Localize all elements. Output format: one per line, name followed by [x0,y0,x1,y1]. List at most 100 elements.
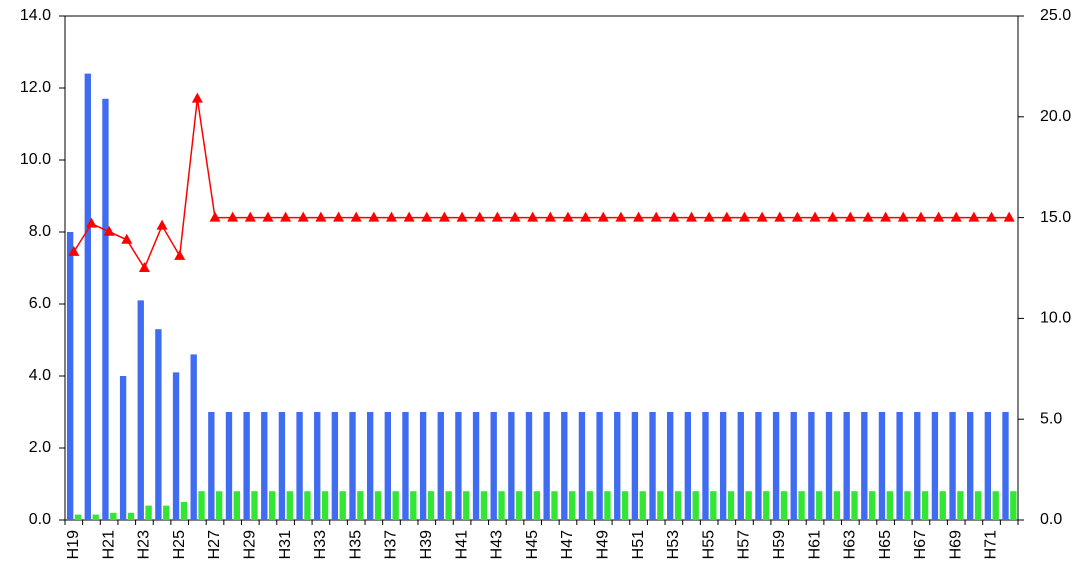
plot-frame [64,15,1019,521]
y2-tick-label: 0.0 [1040,511,1062,528]
x-tick-label: H41 [453,530,470,559]
marker [1003,211,1015,222]
marker [297,211,309,222]
bar [868,491,876,520]
bar [1002,412,1009,520]
bar [198,491,205,520]
bar [586,491,593,520]
bar [410,491,417,520]
x-tick-label: H51 [630,530,647,559]
bar [949,412,956,520]
bar [851,491,858,520]
bar [480,491,488,520]
x-tick-label: H53 [665,530,682,559]
bar [702,412,709,520]
bar [145,505,152,520]
marker [262,211,274,222]
marker [950,211,962,222]
bar [684,412,692,520]
marker [456,211,468,222]
bar [357,491,364,520]
bar [833,491,841,520]
marker [227,211,239,222]
x-tick-label: H31 [277,530,294,559]
bar [216,491,223,520]
y2-tick-label: 10.0 [1040,310,1071,327]
bar [543,412,550,520]
bar [621,491,629,520]
marker [121,233,133,244]
bar [790,412,797,520]
marker [403,211,415,222]
bar [674,491,682,520]
bar [110,512,117,520]
marker [968,211,980,222]
x-tick-label: H37 [383,530,400,559]
marker [421,211,433,222]
bar [745,491,752,520]
bar [568,491,576,520]
x-tick-label: H27 [206,530,223,559]
marker [315,211,327,222]
bar [321,491,329,520]
bar [102,98,109,521]
x-tick-label: H21 [100,530,117,559]
x-tick-label: H69 [947,530,964,559]
y-tick-label: 8.0 [29,223,51,240]
y-tick-label: 12.0 [20,79,51,96]
bar [931,412,939,520]
bar [251,491,258,520]
bar [190,354,197,520]
bar [208,412,215,520]
marker [156,219,168,230]
x-tick-label: H45 [524,530,541,559]
marker [368,211,380,222]
bar [508,412,515,520]
marker [668,211,680,222]
bar [180,502,188,520]
bar [268,491,276,520]
bar [1010,491,1017,520]
bar [631,412,639,520]
bar [596,412,603,520]
bar [921,491,929,520]
bar [667,412,674,520]
y2-tick-label: 15.0 [1040,209,1071,226]
x-tick-label: H23 [136,530,153,559]
bar [84,73,91,520]
x-tick-label: H63 [842,530,859,559]
bar [155,329,162,520]
bar [92,514,99,520]
bar [772,412,780,520]
x-tick-label: H59 [771,530,788,559]
marker [615,211,627,222]
bar [66,232,74,520]
marker [774,211,786,222]
bar [163,505,170,520]
bar [533,491,541,520]
bar [384,412,391,520]
bar [286,491,293,520]
marker [880,211,892,222]
bar [490,412,497,520]
bar [463,491,470,520]
bar [808,412,815,520]
marker [103,225,115,236]
bar [561,412,568,520]
marker [509,211,521,222]
bar [243,412,250,520]
y2-tick-label: 5.0 [1040,410,1062,427]
bar [296,412,303,520]
x-tick-label: H43 [489,530,506,559]
bar [992,491,999,520]
x-tick-label: H67 [912,530,929,559]
bar [614,412,621,520]
x-tick-label: H39 [418,530,435,559]
x-tick-label: H57 [736,530,753,559]
bar [498,491,505,520]
marker [138,262,150,272]
x-tick-label: H47 [559,530,576,559]
x-tick-label: H49 [594,530,611,559]
bar [437,412,444,520]
